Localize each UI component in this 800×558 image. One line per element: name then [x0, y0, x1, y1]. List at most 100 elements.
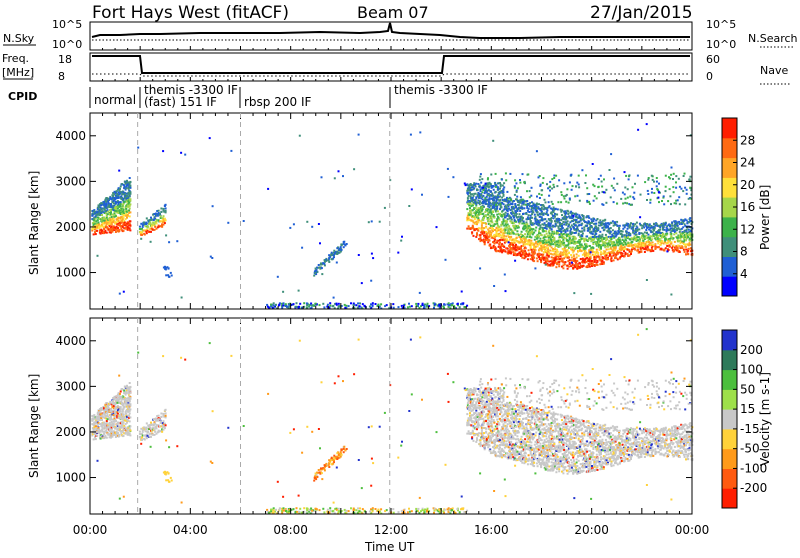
power-point — [494, 223, 496, 225]
power-point — [590, 293, 592, 295]
power-point — [505, 235, 507, 237]
power-point — [576, 257, 578, 259]
power-point — [565, 261, 567, 263]
power-point — [322, 303, 324, 305]
power-point — [585, 174, 587, 176]
power-point — [674, 202, 676, 204]
power-point — [509, 173, 511, 175]
velocity-point — [96, 435, 98, 437]
power-point — [109, 223, 111, 225]
power-point — [353, 304, 355, 306]
power-point — [460, 303, 462, 305]
power-point — [343, 243, 345, 245]
power-point — [639, 216, 641, 218]
power-point — [622, 234, 624, 236]
power-point — [633, 198, 635, 200]
power-point — [150, 241, 152, 243]
power-point — [470, 184, 472, 186]
power-point — [609, 169, 611, 171]
power-point — [503, 203, 505, 205]
power-point — [579, 241, 581, 243]
power-point — [590, 256, 592, 258]
power-point — [589, 203, 591, 205]
power-point — [506, 220, 508, 222]
power-point — [120, 201, 122, 203]
power-point — [650, 199, 652, 201]
power-point — [610, 196, 612, 198]
power-point — [525, 256, 527, 258]
power-point — [640, 249, 642, 251]
power-point — [639, 223, 641, 225]
power-point — [497, 186, 499, 188]
power-point — [498, 226, 500, 228]
power-point — [549, 181, 551, 183]
power-point — [470, 203, 472, 205]
power-point — [658, 191, 660, 193]
power-point — [624, 246, 626, 248]
power-point — [543, 213, 545, 215]
power-point — [574, 241, 576, 243]
power-point — [572, 232, 574, 234]
power-point — [336, 304, 338, 306]
power-point — [588, 201, 590, 203]
power-point — [516, 191, 518, 193]
power-point — [583, 265, 585, 267]
power-point — [538, 176, 540, 178]
power-point — [658, 183, 660, 185]
power-point — [671, 225, 673, 227]
power-point — [514, 185, 516, 187]
power-point — [528, 211, 530, 213]
power-point — [449, 305, 451, 307]
power-point — [129, 177, 131, 179]
power-point — [334, 177, 336, 179]
power-point — [421, 304, 423, 306]
power-point — [624, 255, 626, 257]
power-point — [530, 240, 532, 242]
power-point — [501, 230, 503, 232]
power-point — [541, 216, 543, 218]
power-point — [558, 261, 560, 263]
power-point — [485, 231, 487, 233]
power-point — [520, 199, 522, 201]
power-point — [507, 218, 509, 220]
power-point — [564, 263, 566, 265]
nsky-tick-bottom: 10^0 — [52, 38, 82, 51]
power-point — [340, 251, 342, 253]
power-point — [560, 219, 562, 221]
power-point — [345, 305, 347, 307]
power-point — [574, 195, 576, 197]
power-point — [557, 208, 559, 210]
power-point — [336, 253, 338, 255]
power-point — [103, 228, 105, 230]
power-point — [632, 223, 634, 225]
power-point — [151, 219, 153, 221]
power-point — [586, 257, 588, 259]
power-point — [541, 194, 543, 196]
power-point — [401, 305, 403, 307]
power-point — [646, 199, 648, 201]
power-point — [129, 200, 131, 202]
power-point — [516, 237, 518, 239]
power-point — [591, 226, 593, 228]
power-point — [123, 230, 125, 232]
power-point — [600, 251, 602, 253]
power-point — [661, 237, 663, 239]
power-point — [338, 303, 340, 305]
mode-label-normal: normal — [94, 93, 136, 107]
power-point — [311, 226, 313, 228]
power-point — [560, 191, 562, 193]
power-point — [605, 234, 607, 236]
power-point — [546, 240, 548, 242]
power-point — [597, 252, 599, 254]
power-point — [658, 201, 660, 203]
power-point — [581, 235, 583, 237]
velocity-point — [93, 438, 95, 440]
power-point — [480, 234, 482, 236]
power-point — [638, 236, 640, 238]
power-point — [601, 234, 603, 236]
power-point — [551, 201, 553, 203]
power-point — [545, 230, 547, 232]
power-point — [611, 260, 613, 262]
power-point — [165, 204, 167, 206]
